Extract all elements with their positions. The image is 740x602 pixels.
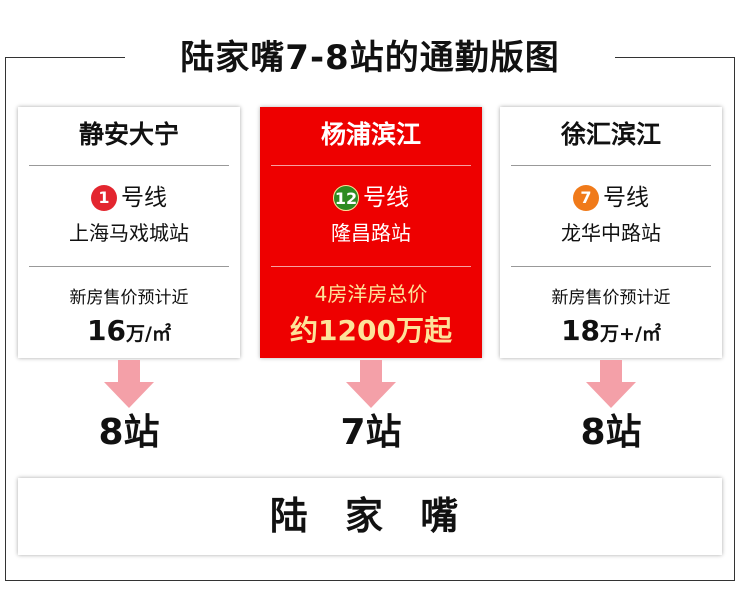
down-arrow-icon — [104, 360, 154, 408]
card-jingan-daning: 静安大宁 1 号线 上海马戏城站 新房售价预计近 16万/㎡ — [18, 107, 240, 358]
card-yangpu-binjiang: 杨浦滨江 12 号线 隆昌路站 4房洋房总价 约1200万起 — [260, 107, 482, 358]
price-unit: 万+/㎡ — [600, 323, 661, 345]
station-name: 上海马戏城站 — [69, 221, 189, 245]
price-value: 约1200万起 — [290, 314, 452, 347]
area-name: 静安大宁 — [78, 120, 179, 149]
metro-line: 7 号线 — [500, 183, 722, 213]
line-badge-icon: 12 — [333, 185, 359, 211]
divider — [29, 266, 229, 267]
price-number: 16 — [87, 314, 126, 347]
station-name: 龙华中路站 — [561, 221, 661, 245]
card-xuhui-binjiang: 徐汇滨江 7 号线 龙华中路站 新房售价预计近 18万+/㎡ — [500, 107, 722, 358]
line-label: 号线 — [603, 185, 649, 211]
price-label: 新房售价预计近 — [69, 288, 189, 308]
divider — [511, 266, 711, 267]
line-label: 号线 — [121, 185, 167, 211]
metro-line: 12 号线 — [260, 183, 482, 213]
price-number: 18 — [561, 314, 601, 347]
stop-count: 8站 — [580, 412, 642, 453]
divider — [271, 266, 471, 267]
price-label: 4房洋房总价 — [314, 282, 428, 306]
divider — [511, 165, 711, 166]
price-label: 新房售价预计近 — [551, 288, 671, 308]
destination-box: 陆 家 嘴 — [18, 478, 722, 555]
station-name: 隆昌路站 — [331, 221, 411, 245]
down-arrow-icon — [346, 360, 396, 408]
line-badge-icon: 7 — [573, 185, 599, 211]
divider — [29, 165, 229, 166]
price-value: 16万/㎡ — [18, 313, 240, 352]
divider — [271, 165, 471, 166]
stop-count: 7站 — [340, 412, 402, 453]
line-badge-icon: 1 — [91, 185, 117, 211]
area-name: 徐汇滨江 — [560, 120, 661, 149]
metro-line: 1 号线 — [18, 183, 240, 213]
down-arrow-icon — [586, 360, 636, 408]
stop-count: 8站 — [98, 412, 160, 453]
page-title: 陆家嘴7-8站的通勤版图 — [125, 36, 615, 80]
price-unit: 万/㎡ — [126, 323, 171, 345]
price-value: 18万+/㎡ — [500, 313, 722, 352]
line-label: 号线 — [363, 185, 409, 211]
area-name: 杨浦滨江 — [320, 120, 421, 149]
